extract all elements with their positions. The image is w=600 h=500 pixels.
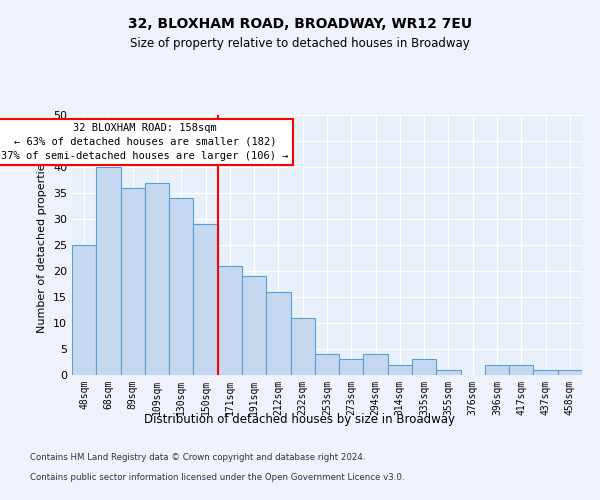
Bar xyxy=(509,364,533,375)
Bar xyxy=(533,370,558,375)
Text: Distribution of detached houses by size in Broadway: Distribution of detached houses by size … xyxy=(145,412,455,426)
Bar xyxy=(364,354,388,375)
Bar xyxy=(315,354,339,375)
Bar xyxy=(96,167,121,375)
Bar xyxy=(242,276,266,375)
Text: Contains public sector information licensed under the Open Government Licence v3: Contains public sector information licen… xyxy=(30,472,404,482)
Bar xyxy=(266,292,290,375)
Text: Contains HM Land Registry data © Crown copyright and database right 2024.: Contains HM Land Registry data © Crown c… xyxy=(30,452,365,462)
Bar xyxy=(485,364,509,375)
Bar xyxy=(169,198,193,375)
Text: 32 BLOXHAM ROAD: 158sqm
← 63% of detached houses are smaller (182)
37% of semi-d: 32 BLOXHAM ROAD: 158sqm ← 63% of detache… xyxy=(1,123,289,161)
Bar xyxy=(121,188,145,375)
Bar xyxy=(145,182,169,375)
Bar xyxy=(436,370,461,375)
Bar xyxy=(193,224,218,375)
Text: 32, BLOXHAM ROAD, BROADWAY, WR12 7EU: 32, BLOXHAM ROAD, BROADWAY, WR12 7EU xyxy=(128,18,472,32)
Y-axis label: Number of detached properties: Number of detached properties xyxy=(37,158,47,332)
Text: Size of property relative to detached houses in Broadway: Size of property relative to detached ho… xyxy=(130,38,470,51)
Bar xyxy=(339,360,364,375)
Bar xyxy=(388,364,412,375)
Bar xyxy=(412,360,436,375)
Bar xyxy=(290,318,315,375)
Bar xyxy=(558,370,582,375)
Bar xyxy=(72,245,96,375)
Bar xyxy=(218,266,242,375)
